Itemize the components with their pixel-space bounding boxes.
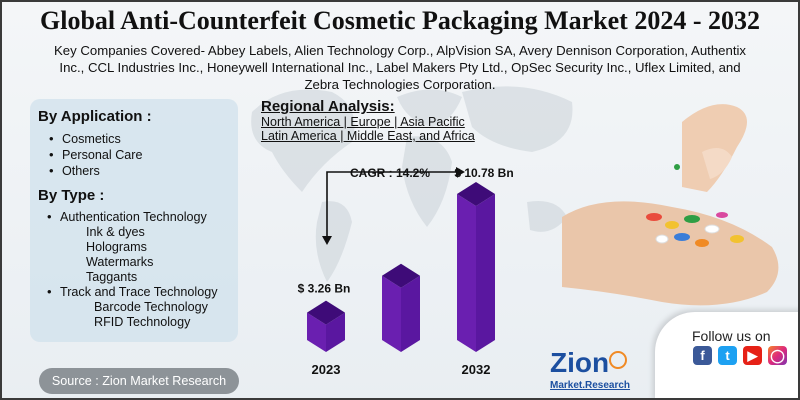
page-title: Global Anti-Counterfeit Cosmetic Packagi… [40, 6, 760, 35]
bar-top-face [382, 263, 420, 288]
application-item: Personal Care [49, 147, 142, 162]
type-subitem: RFID Technology [94, 315, 191, 329]
type-item: Track and Trace Technology [47, 284, 217, 299]
x-tick-label: 2032 [462, 362, 491, 377]
bar-left-face [307, 312, 326, 352]
hand-with-pills-illustration [562, 104, 779, 306]
x-tick-label: 2023 [312, 362, 341, 377]
cagr-label: CAGR : 14.2% [350, 166, 430, 180]
world-map-background [251, 86, 573, 282]
regional-analysis-heading: Regional Analysis: [261, 98, 395, 115]
key-companies-text: Key Companies Covered- Abbey Labels, Ali… [53, 43, 747, 92]
cagr-arrow [326, 171, 457, 237]
bar-right-face [326, 312, 345, 352]
bar-left-face [382, 275, 401, 352]
type-item: Authentication Technology [47, 209, 207, 224]
bar-left-face [457, 194, 476, 352]
bar-value-label: $ 10.78 Bn [454, 166, 513, 180]
application-item: Cosmetics [49, 131, 121, 146]
bar-top-face [457, 182, 495, 206]
instagram-icon[interactable]: ◯ [768, 346, 787, 365]
zion-logo: Zion Market.Research [550, 347, 630, 391]
bar-right-face [476, 194, 495, 352]
svg-text:Market.Research: Market.Research [550, 380, 630, 391]
by-type-heading: By Type : [38, 187, 105, 204]
facebook-icon[interactable]: f [693, 346, 712, 365]
source-label: Source : Zion Market Research [39, 368, 239, 394]
regions-line-1: North America | Europe | Asia Pacific [261, 115, 465, 129]
follow-us-label: Follow us on [692, 328, 771, 344]
bar-top-face [307, 300, 345, 325]
type-subitem: Ink & dyes [86, 225, 145, 239]
type-subitem: Holograms [86, 240, 147, 254]
youtube-icon[interactable]: ▶ [743, 346, 762, 365]
regions-line-2: Latin America | Middle East, and Africa [261, 129, 475, 143]
application-item: Others [49, 163, 100, 178]
type-subitem: Barcode Technology [94, 300, 208, 314]
cagr-arrow-head-down [322, 236, 332, 245]
by-application-heading: By Application : [38, 108, 152, 125]
bar-right-face [401, 275, 420, 352]
type-subitem: Watermarks [86, 255, 154, 269]
svg-text:Zion: Zion [550, 347, 609, 378]
twitter-icon[interactable]: t [718, 346, 737, 365]
pills-group [646, 164, 744, 247]
market-size-chart: 2023 $ 3.26 Bn 2032 $ 10.78 Bn CAGR : 14.2% [298, 166, 514, 377]
type-subitem: Taggants [86, 270, 138, 284]
cagr-arrow-head-right [456, 167, 465, 177]
bar-value-label: $ 3.26 Bn [298, 282, 351, 296]
